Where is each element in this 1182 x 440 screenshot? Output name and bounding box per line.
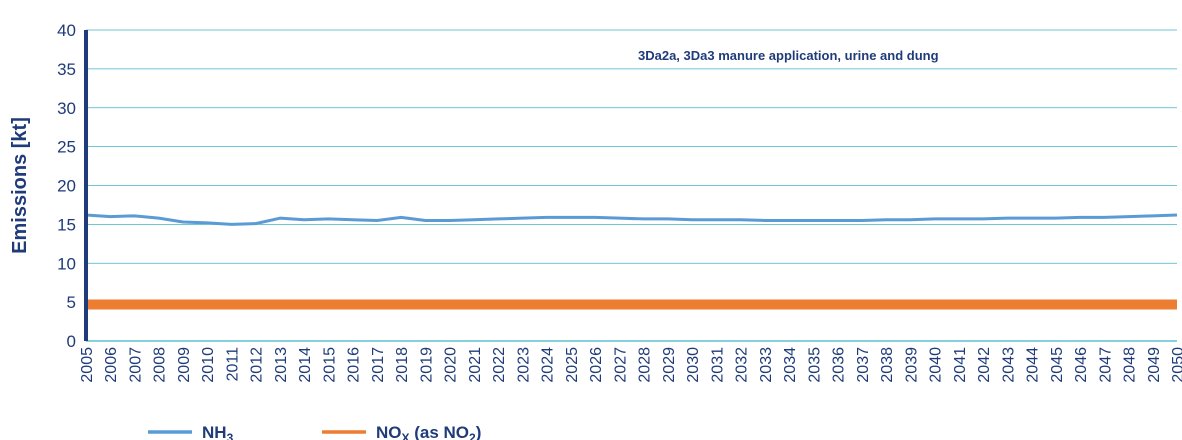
x-tick-label: 2012 <box>249 347 266 383</box>
x-tick-labels: 2005 2006 2007 2008 2009 2010 2011 2012 2013 2014… <box>79 347 1182 383</box>
grid-layer <box>86 29 1177 342</box>
y-tick-label: 15 <box>57 215 76 234</box>
chart-annotation: 3Da2a, 3Da3 manure application, urine an… <box>638 48 939 63</box>
x-tick-label: 2019 <box>418 347 435 383</box>
x-tick-label: 2018 <box>394 347 411 383</box>
legend: NH3 NOX (as NO2) <box>148 423 481 440</box>
y-tick-labels: 0 5 10 15 20 25 30 35 40 <box>57 21 76 351</box>
x-tick-label: 2038 <box>879 347 896 383</box>
x-tick-label: 2013 <box>273 347 290 383</box>
x-tick-label: 2015 <box>321 347 338 383</box>
x-tick-label: 2041 <box>952 347 969 383</box>
x-tick-label: 2017 <box>370 347 387 383</box>
y-tick-label: 40 <box>57 21 76 40</box>
x-tick-label: 2011 <box>224 347 241 382</box>
x-tick-label: 2006 <box>103 347 120 383</box>
x-tick-label: 2016 <box>346 347 363 383</box>
x-tick-label: 2024 <box>540 347 557 383</box>
x-tick-label: 2022 <box>491 347 508 383</box>
x-tick-label: 2008 <box>152 347 169 383</box>
x-tick-label: 2023 <box>515 347 532 383</box>
x-tick-label: 2029 <box>661 347 678 383</box>
x-tick-label: 2035 <box>806 347 823 383</box>
y-tick-label: 25 <box>57 138 76 157</box>
x-tick-label: 2007 <box>127 347 144 383</box>
y-tick-label: 10 <box>57 254 76 273</box>
x-tick-label: 2030 <box>685 347 702 383</box>
x-tick-label: 2010 <box>200 347 217 383</box>
x-tick-label: 2049 <box>1146 347 1163 383</box>
x-tick-label: 2014 <box>297 347 314 383</box>
x-tick-label: 2021 <box>467 347 484 383</box>
x-tick-label: 2039 <box>903 347 920 383</box>
y-tick-label: 5 <box>67 293 76 312</box>
x-tick-label: 2027 <box>612 347 629 383</box>
x-tick-label: 2037 <box>855 347 872 383</box>
x-tick-label: 2046 <box>1073 347 1090 383</box>
x-tick-label: 2045 <box>1049 347 1066 383</box>
x-tick-label: 2020 <box>443 347 460 383</box>
x-tick-label: 2009 <box>176 347 193 383</box>
x-tick-label: 2034 <box>782 347 799 383</box>
x-tick-label: 2025 <box>564 347 581 383</box>
x-tick-label: 2036 <box>831 347 848 383</box>
x-tick-label: 2047 <box>1097 347 1114 383</box>
x-tick-label: 2031 <box>709 347 726 383</box>
y-tick-label: 0 <box>67 332 76 351</box>
x-tick-label: 2026 <box>588 347 605 383</box>
legend-label-nox: NOX (as NO2) <box>376 423 481 440</box>
legend-label-nh3: NH3 <box>202 423 234 440</box>
x-tick-label: 2050 <box>1170 347 1182 383</box>
x-tick-label: 2033 <box>758 347 775 383</box>
y-axis-label: Emissions [kt] <box>9 117 31 254</box>
y-tick-label: 30 <box>57 99 76 118</box>
y-tick-label: 20 <box>57 177 76 196</box>
x-tick-label: 2042 <box>976 347 993 383</box>
x-tick-label: 2044 <box>1025 347 1042 383</box>
x-tick-label: 2032 <box>734 347 751 383</box>
y-tick-label: 35 <box>57 60 76 79</box>
x-tick-label: 2040 <box>928 347 945 383</box>
series-line-nh3 <box>85 213 1178 226</box>
series-layer <box>85 213 1178 310</box>
x-tick-label: 2043 <box>1000 347 1017 383</box>
x-tick-label: 2028 <box>637 347 654 383</box>
x-tick-label: 2048 <box>1122 347 1139 383</box>
x-tick-label: 2005 <box>79 347 96 383</box>
